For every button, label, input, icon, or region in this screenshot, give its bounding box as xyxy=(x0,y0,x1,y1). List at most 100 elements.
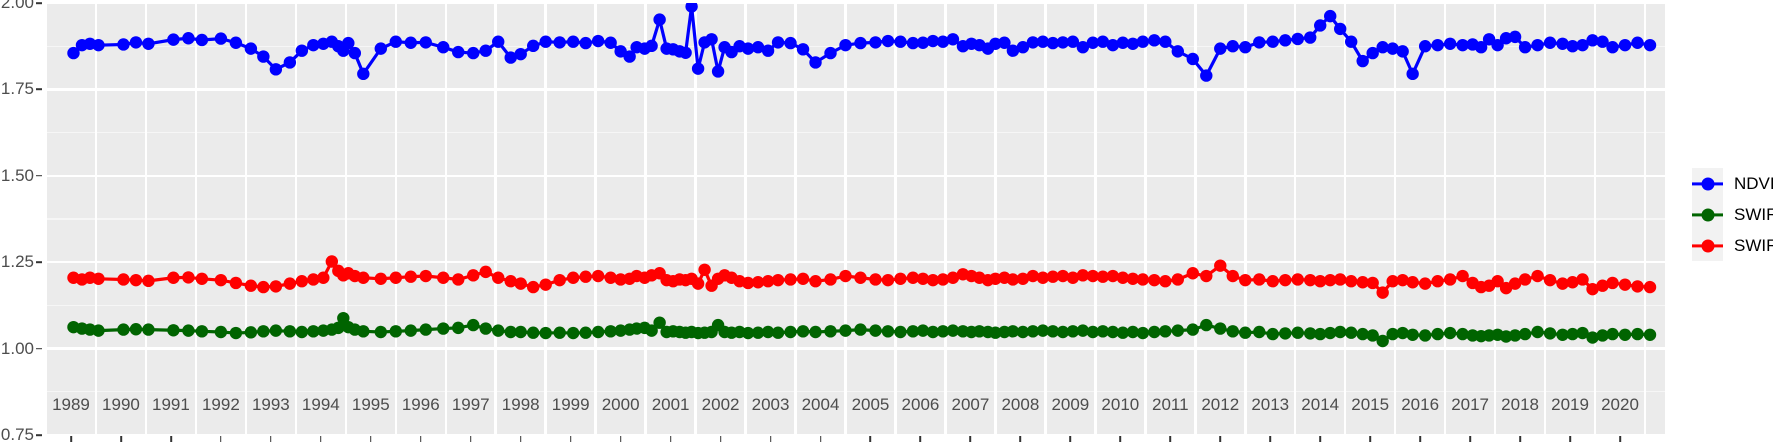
data-point xyxy=(965,37,978,50)
data-point xyxy=(229,36,243,49)
data-point xyxy=(257,325,270,338)
legend-item-swir1[interactable]: SWIR1 xyxy=(1692,230,1773,261)
data-point xyxy=(1606,276,1619,290)
data-point xyxy=(419,323,432,336)
data-point xyxy=(317,37,330,50)
data-point xyxy=(1406,328,1419,341)
x-axis-tick-mark xyxy=(1219,436,1222,442)
data-point xyxy=(404,270,417,283)
grid-line-vertical xyxy=(1194,3,1197,435)
x-axis-tick-label: 2005 xyxy=(851,395,890,414)
data-point xyxy=(973,325,986,338)
legend-item-ndvi[interactable]: NDVI xyxy=(1692,168,1773,199)
data-point xyxy=(1418,277,1432,290)
data-point xyxy=(956,268,970,281)
x-axis-tick-mark xyxy=(969,436,972,442)
data-point xyxy=(1376,41,1389,54)
data-point xyxy=(1396,273,1409,287)
x-axis-tick-mark xyxy=(1119,436,1122,442)
data-point xyxy=(1046,325,1060,338)
data-point xyxy=(566,326,580,340)
data-point xyxy=(809,325,822,339)
data-point xyxy=(1016,272,1030,285)
data-point xyxy=(1076,324,1090,337)
x-axis-tick-mark xyxy=(669,436,672,442)
data-point xyxy=(117,38,130,51)
y-axis-tick-mark xyxy=(36,434,42,436)
data-point xyxy=(771,326,785,339)
x-axis-tick-mark xyxy=(719,436,722,442)
data-point xyxy=(771,273,785,287)
data-point xyxy=(965,269,978,283)
data-point xyxy=(916,272,930,285)
grid-line-vertical xyxy=(644,3,647,435)
x-axis-tick-label: 2015 xyxy=(1351,395,1390,414)
grid-line-vertical xyxy=(944,3,947,435)
data-point xyxy=(614,273,627,286)
data-point xyxy=(1136,326,1150,340)
x-axis-tick-label: 2016 xyxy=(1401,395,1440,414)
grid-line-horizontal-minor xyxy=(46,391,1665,393)
data-point xyxy=(1386,327,1399,341)
data-point xyxy=(645,324,658,337)
grid-line-vertical xyxy=(1343,3,1347,435)
grid-line-vertical xyxy=(94,3,98,435)
data-point xyxy=(1253,273,1266,286)
x-axis-tick-mark xyxy=(769,436,772,442)
data-point xyxy=(751,276,765,289)
data-point xyxy=(1366,276,1379,290)
data-point xyxy=(1266,275,1279,288)
grid-line-vertical xyxy=(494,3,497,435)
data-point xyxy=(1344,326,1358,339)
data-point xyxy=(653,316,666,329)
grid-line-horizontal xyxy=(46,260,1665,264)
data-point xyxy=(467,269,480,282)
legend-item-swir2[interactable]: SWIR2 xyxy=(1692,199,1773,230)
grid-line-horizontal xyxy=(46,88,1665,91)
data-point xyxy=(479,265,492,279)
data-point xyxy=(604,325,617,338)
data-point xyxy=(553,326,566,339)
data-point xyxy=(881,325,895,338)
data-point xyxy=(623,50,636,63)
data-point xyxy=(526,326,540,339)
x-axis-tick-label: 2020 xyxy=(1601,395,1639,414)
data-point xyxy=(75,273,89,286)
data-point xyxy=(1116,271,1130,284)
data-point xyxy=(332,264,345,278)
data-point xyxy=(317,271,330,284)
data-point xyxy=(1466,38,1479,51)
data-point xyxy=(579,326,592,339)
legend-key-swatch xyxy=(1692,199,1723,230)
legend-dot xyxy=(1701,239,1714,252)
grid-line-vertical xyxy=(1493,3,1497,435)
data-point xyxy=(1406,67,1419,81)
data-point xyxy=(553,273,566,287)
data-point xyxy=(1324,273,1337,287)
data-point xyxy=(824,46,837,60)
data-point xyxy=(1499,32,1513,45)
x-axis-tick-mark xyxy=(469,436,472,442)
x-axis-tick-mark xyxy=(569,436,572,442)
data-point xyxy=(1356,327,1369,341)
x-axis-tick-label: 2013 xyxy=(1251,395,1290,414)
grid-line-vertical xyxy=(594,3,597,435)
grid-line-vertical xyxy=(444,3,447,435)
data-point xyxy=(623,272,636,285)
data-point xyxy=(1096,325,1110,338)
data-point xyxy=(1186,323,1199,336)
legend-label: SWIR2 xyxy=(1734,204,1773,224)
grid-line-horizontal xyxy=(46,174,1665,178)
data-point xyxy=(1006,325,1020,338)
grid-line-vertical xyxy=(244,3,248,435)
x-axis-tick-label: 2006 xyxy=(901,395,940,414)
x-axis-tick-label: 2019 xyxy=(1551,395,1589,414)
x-axis-tick-label: 1999 xyxy=(551,395,590,414)
data-point xyxy=(514,47,527,61)
data-point xyxy=(869,324,882,337)
x-axis-tick-label: 1994 xyxy=(301,395,340,414)
legend-dot xyxy=(1701,208,1714,221)
data-point xyxy=(357,271,370,284)
data-point xyxy=(404,324,417,337)
